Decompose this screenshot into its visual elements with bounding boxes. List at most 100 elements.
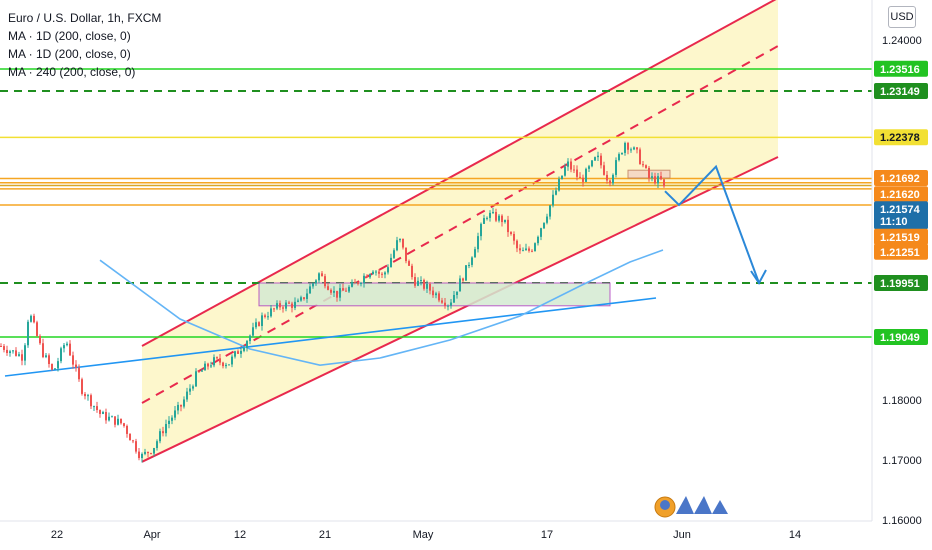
candle-body [24, 345, 26, 361]
dividend-icon[interactable] [712, 500, 728, 514]
candle-body [276, 303, 278, 309]
candle-body [189, 388, 191, 392]
candle-body [9, 351, 11, 353]
candle-body [207, 363, 209, 367]
time-tick-label: 12 [234, 529, 246, 541]
candle-body [600, 155, 602, 166]
candle-body [615, 160, 617, 175]
dividend-icon[interactable] [676, 496, 694, 514]
candle-body [354, 282, 356, 284]
candle-body [105, 412, 107, 421]
price-label-box [874, 129, 928, 146]
candle-body [429, 283, 431, 291]
candle-body [516, 240, 518, 249]
candle-body [150, 453, 152, 455]
candle-body [273, 308, 275, 310]
candle-body [147, 451, 149, 454]
candle-body [231, 356, 233, 365]
candle-body [525, 248, 527, 251]
candle-body [495, 211, 497, 221]
candle-body [405, 247, 407, 262]
channel-layer [141, 0, 779, 463]
candle-body [294, 301, 296, 308]
candle-body [612, 174, 614, 184]
candle-body [471, 257, 473, 265]
channel-line-upper[interactable] [141, 0, 778, 347]
candle-body [573, 169, 575, 171]
price-tick-label: 1.17000 [882, 455, 922, 467]
candle-body [198, 371, 200, 373]
candle-body [159, 431, 161, 442]
candle-body [456, 291, 458, 295]
candle-body [396, 240, 398, 251]
moving-average-2[interactable] [99, 249, 664, 367]
candle-body [282, 307, 284, 309]
candle-body [342, 288, 344, 291]
candle-body [654, 176, 656, 184]
candle-body [39, 335, 41, 344]
indicator-ma-2[interactable]: MA · 1D (200, close, 0) [8, 47, 131, 61]
projection-layer [664, 164, 767, 285]
candle-body [381, 273, 383, 275]
candle-body [510, 232, 512, 235]
moving-average-1[interactable] [4, 297, 657, 377]
candle-body [531, 250, 533, 252]
channel-line-lower[interactable] [141, 156, 779, 463]
candle-body [216, 357, 218, 359]
symbol-title[interactable]: Euro / U.S. Dollar, 1h, FXCM [8, 11, 162, 25]
flag-icon-inner [660, 500, 670, 510]
candle-body [606, 174, 608, 181]
candle-body [375, 271, 377, 273]
candle-body [48, 355, 50, 365]
chart-legend: Euro / U.S. Dollar, 1h, FXCM MA · 1D (20… [8, 9, 161, 81]
candle-body [264, 315, 266, 317]
projection-path[interactable] [664, 164, 760, 284]
candle-body [393, 250, 395, 258]
price-labels-layer: 1.23516 1.23149 1.22378 1.21692 1.21620 1.215… [874, 60, 928, 345]
candle-body [132, 440, 134, 442]
candle-body [507, 219, 509, 233]
candle-body [438, 293, 440, 301]
currency-button[interactable]: USD [888, 6, 916, 28]
candle-body [357, 282, 359, 284]
candle-body [561, 175, 563, 180]
candle-body [66, 343, 68, 346]
price-label-box [874, 186, 928, 203]
candle-body [465, 265, 467, 281]
candle-body [297, 300, 299, 302]
indicator-ma-1[interactable]: MA · 1D (200, close, 0) [8, 29, 131, 43]
candle-body [576, 169, 578, 177]
indicator-ma-3[interactable]: MA · 240 (200, close, 0) [8, 65, 136, 79]
candle-body [579, 176, 581, 178]
candle-body [402, 238, 404, 248]
price-label: 1.21519 [880, 232, 920, 244]
channel-fill [142, 0, 778, 462]
candle-body [315, 280, 317, 284]
candle-body [267, 316, 269, 318]
candle-body [522, 250, 524, 252]
candle-body [63, 345, 65, 349]
price-label: 1.23516 [880, 64, 920, 76]
candle-body [555, 190, 557, 195]
candle-body [360, 283, 362, 285]
candle-body [138, 451, 140, 459]
candle-body [390, 257, 392, 268]
time-axis[interactable]: 22 Apr 12 21 May 17 Jun 14 [0, 520, 872, 541]
dividend-icon[interactable] [694, 496, 712, 514]
candle-body [69, 343, 71, 356]
price-axis[interactable]: 1.24000 1.18000 1.17000 1.16000 [871, 0, 922, 527]
candle-body [336, 290, 338, 298]
candle-body [0, 346, 2, 347]
candle-body [564, 166, 566, 176]
candle-body [84, 393, 86, 397]
candle-body [90, 395, 92, 407]
candle-body [120, 418, 122, 424]
candle-body [117, 418, 119, 425]
price-tick-label: 1.16000 [882, 515, 922, 527]
event-icons[interactable] [654, 496, 728, 518]
zone-demand[interactable] [258, 282, 611, 307]
candle-body [156, 441, 158, 449]
candle-body [300, 297, 302, 301]
candle-body [636, 147, 638, 150]
